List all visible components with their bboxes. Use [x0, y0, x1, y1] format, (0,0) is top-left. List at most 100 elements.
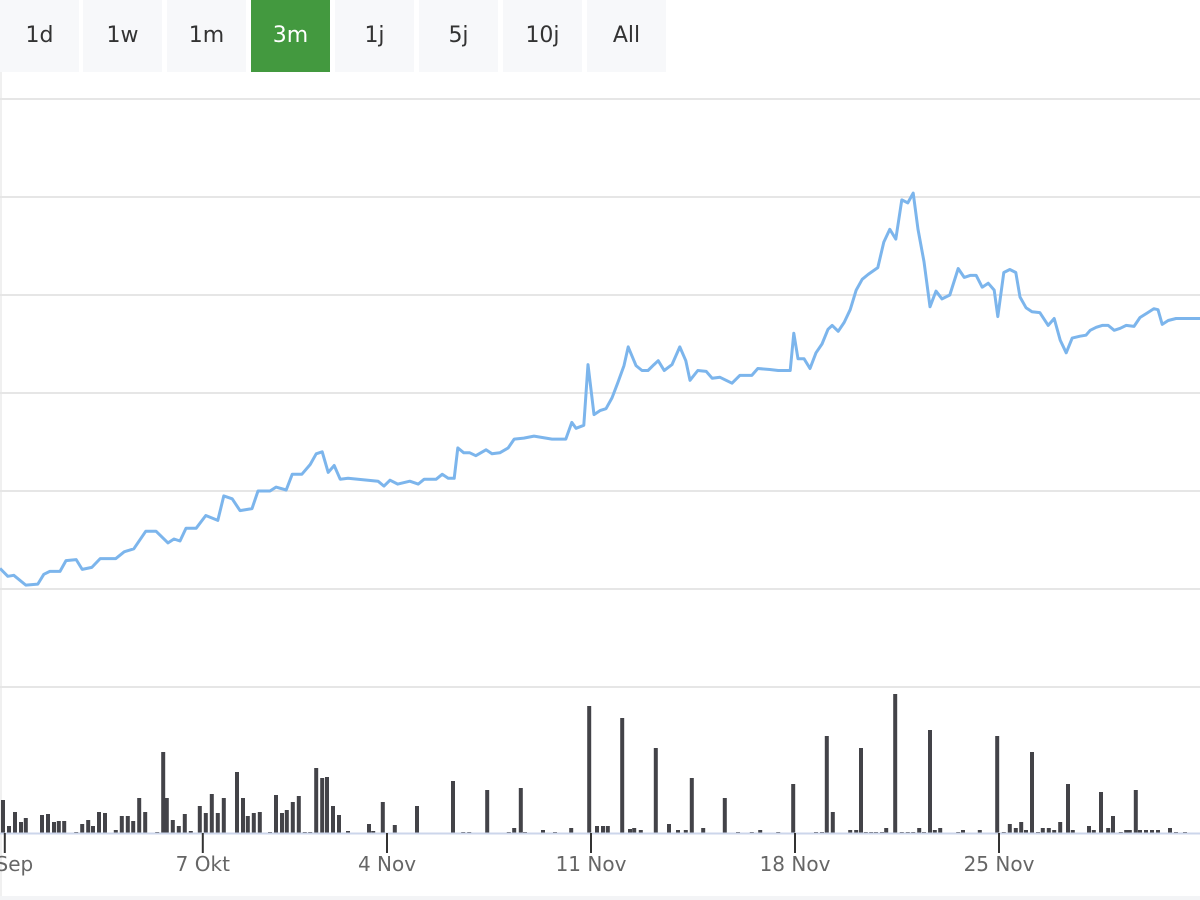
volume-bar	[1144, 830, 1148, 833]
x-tick-label: 4 Nov	[358, 852, 416, 876]
volume-bar	[1036, 832, 1040, 833]
volume-bar	[1046, 828, 1051, 833]
volume-bar	[40, 815, 44, 833]
volume-bar	[164, 798, 169, 833]
volume-bar	[320, 778, 325, 833]
range-button-1d[interactable]: 1d	[0, 0, 79, 72]
volume-bar	[52, 822, 56, 833]
volume-bar	[367, 824, 371, 833]
volume-bar	[1030, 752, 1034, 833]
volume-bar	[758, 830, 763, 833]
volume-bar	[308, 832, 313, 833]
volume-bar	[736, 832, 740, 833]
volume-bar	[131, 821, 136, 833]
price-line	[0, 191, 1200, 587]
range-button-5j[interactable]: 5j	[419, 0, 498, 72]
volume-bar	[961, 830, 965, 833]
volume-bar	[221, 798, 226, 833]
volume-bar	[854, 830, 859, 833]
volume-bar	[1087, 826, 1091, 833]
volume-bar	[7, 826, 11, 833]
volume-bar	[587, 706, 592, 833]
volume-bar	[863, 832, 868, 833]
volume-bar	[19, 822, 23, 833]
volume-bar	[296, 796, 301, 833]
volume-bar	[884, 828, 889, 833]
volume-bar	[125, 816, 130, 833]
volume-bar	[74, 832, 79, 833]
volume-bar	[1001, 832, 1006, 833]
volume-bar	[1013, 828, 1018, 833]
volume-bar	[977, 830, 982, 833]
volume-bar	[451, 781, 455, 833]
volume-bar	[653, 748, 658, 833]
volume-bar	[62, 821, 67, 833]
volume-bar	[848, 830, 853, 833]
volume-bar	[869, 832, 874, 833]
volume-bar	[814, 832, 818, 833]
volume-bar	[638, 830, 643, 833]
range-button-1w[interactable]: 1w	[83, 0, 162, 72]
volume-bar	[1024, 830, 1028, 833]
volume-bar	[176, 826, 181, 833]
chart-bottom-border	[0, 896, 1200, 900]
volume-bar	[683, 830, 688, 833]
volume-bar	[701, 828, 706, 833]
volume-bar	[541, 830, 545, 833]
volume-bar	[824, 736, 829, 833]
volume-bar	[1168, 828, 1172, 833]
volume-bar	[23, 818, 28, 833]
volume-bar	[859, 748, 863, 833]
volume-bar	[392, 825, 397, 833]
volume-bar	[917, 828, 922, 833]
volume-bar	[1124, 830, 1129, 833]
range-button-3m[interactable]: 3m	[251, 0, 330, 72]
volume-bar	[80, 824, 85, 833]
volume-bar	[1052, 830, 1057, 833]
volume-bar	[91, 826, 95, 833]
range-button-1j[interactable]: 1j	[335, 0, 414, 72]
volume-bar	[268, 832, 272, 833]
volume-bar	[791, 784, 796, 833]
volume-bar	[56, 821, 61, 833]
volume-bar	[553, 832, 557, 833]
volume-bar	[290, 802, 295, 833]
volume-bar	[215, 813, 220, 833]
volume-bar	[274, 795, 278, 833]
range-button-1m[interactable]: 1m	[167, 0, 246, 72]
x-tick-label: 18 Nov	[760, 852, 831, 876]
volume-bar	[667, 824, 671, 833]
volume-bar	[605, 826, 610, 833]
volume-bar	[932, 830, 937, 833]
volume-bar	[103, 813, 107, 833]
volume-bar	[371, 831, 376, 833]
volume-bar	[170, 820, 175, 833]
volume-bar	[595, 826, 599, 833]
volume-bar	[235, 772, 239, 833]
volume-bar	[1183, 832, 1187, 833]
volume-bar	[880, 832, 884, 833]
volume-bar	[601, 826, 605, 833]
volume-bar	[1106, 828, 1111, 833]
volume-bar	[467, 832, 472, 833]
volume-bar	[1133, 790, 1138, 833]
volume-bar	[119, 816, 124, 833]
volume-bar	[1058, 822, 1063, 833]
range-button-all[interactable]: All	[587, 0, 666, 72]
volume-bar	[97, 812, 101, 833]
volume-bar	[749, 832, 754, 833]
volume-bar	[1070, 830, 1075, 833]
volume-bar	[676, 830, 680, 833]
x-tick-label: 7 Okt	[176, 852, 230, 876]
volume-bar	[380, 802, 385, 833]
volume-bar	[1007, 824, 1012, 833]
volume-bar	[776, 832, 781, 833]
volume-bar	[13, 812, 17, 833]
volume-bar	[689, 778, 694, 833]
range-button-10j[interactable]: 10j	[503, 0, 582, 72]
volume-bar	[1091, 830, 1096, 833]
volume-bar	[209, 794, 214, 833]
volume-bar	[928, 730, 932, 833]
volume-bar	[485, 790, 490, 833]
